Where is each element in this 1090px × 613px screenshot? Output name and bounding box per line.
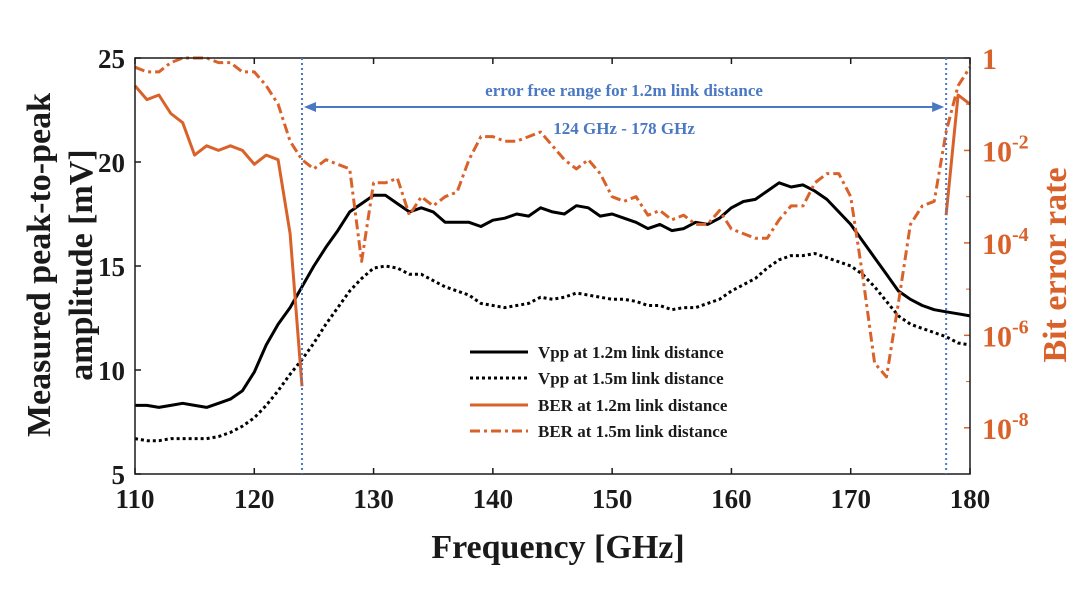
y-left-tick-label-25: 25 [98, 44, 125, 74]
y-axis-left-title-line1: Measured peak-to-peak [21, 93, 58, 437]
x-tick-label-170: 170 [830, 484, 871, 514]
x-tick-label-120: 120 [234, 484, 275, 514]
series-line-1 [134, 252, 971, 443]
x-tick-label-130: 130 [353, 484, 394, 514]
series-line-3 [944, 93, 971, 216]
plot-frame [134, 57, 971, 475]
y-left-tick-label-5: 5 [112, 460, 126, 490]
y-left-tick-label-15: 15 [98, 252, 125, 282]
y-left-tick-label-20: 20 [98, 148, 125, 178]
y-right-tick-label-4: 10-8 [982, 409, 1029, 446]
y-right-tick-label-1: 10-2 [982, 131, 1029, 168]
x-tick-label-160: 160 [711, 484, 752, 514]
y-axis-left-title-line2: amplitude [mV] [63, 149, 100, 380]
x-tick-label-110: 110 [115, 484, 154, 514]
y-right-tick-label-3: 10-6 [982, 316, 1029, 353]
annotation-range-label: error free range for 1.2m link distance [485, 81, 763, 100]
legend: Vpp at 1.2m link distance Vpp at 1.5m li… [470, 343, 728, 441]
y-axis-right-title: Bit error rate [1037, 167, 1074, 362]
series-line-2 [133, 84, 304, 387]
x-tick-label-140: 140 [473, 484, 514, 514]
annotation-range-values: 124 GHz - 178 GHz [553, 119, 695, 138]
series-layer [133, 56, 972, 443]
arrow-head-left [304, 102, 316, 112]
ticks-layer: 110 120 130 140 150 160 170 180 5 10 15 20 25 1 10-2 10… [98, 43, 1029, 514]
y-right-tick-label-2: 10-4 [982, 224, 1029, 261]
legend-label-vpp-1-2m: Vpp at 1.2m link distance [538, 343, 724, 362]
x-tick-label-150: 150 [592, 484, 633, 514]
x-axis-title: Frequency [GHz] [431, 529, 684, 566]
y-right-tick-label-0: 1 [982, 43, 997, 76]
series-line-4 [134, 56, 972, 379]
legend-label-ber-1-2m: BER at 1.2m link distance [538, 396, 728, 415]
y-left-tick-label-10: 10 [98, 356, 125, 386]
x-tick-label-180: 180 [950, 484, 991, 514]
arrow-head-right [932, 102, 945, 112]
legend-label-vpp-1-5m: Vpp at 1.5m link distance [538, 369, 724, 388]
legend-label-ber-1-5m: BER at 1.5m link distance [538, 422, 728, 441]
error-free-annotation: error free range for 1.2m link distance … [301, 58, 948, 474]
series-line-0 [135, 181, 971, 409]
